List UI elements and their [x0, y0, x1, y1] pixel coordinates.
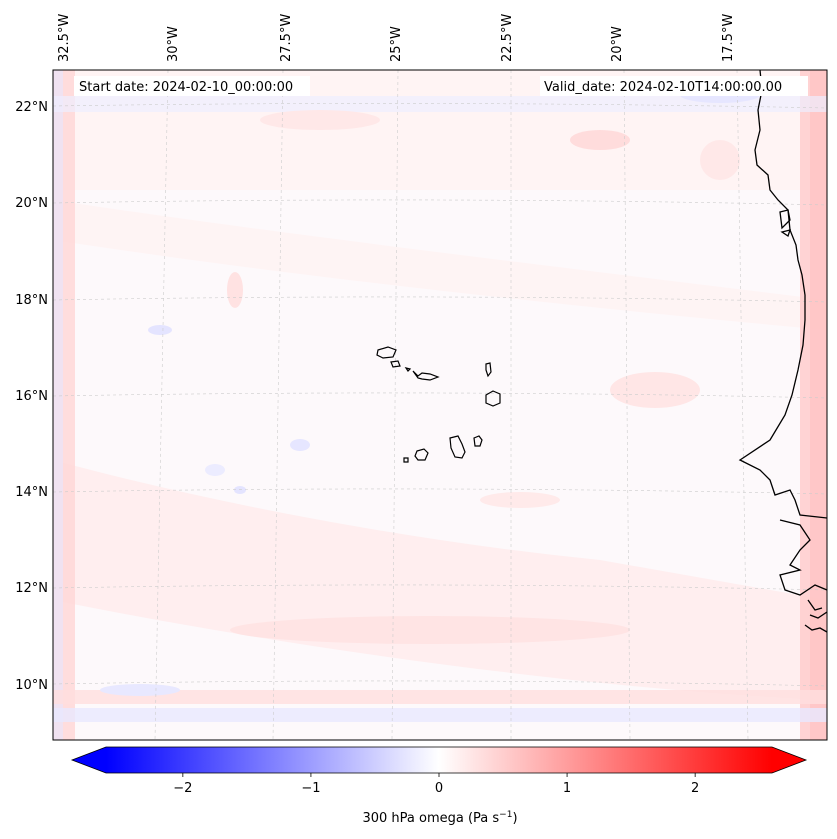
lat-tick-label: 16°N: [15, 389, 48, 404]
colorbar-label: 300 hPa omega (Pa s−1): [362, 810, 517, 826]
island-santa-luzia: [404, 367, 412, 372]
lon-tick-label: 22.5°W: [500, 14, 515, 62]
map-frame: [52, 69, 828, 741]
colorbar-ticks: −2 −1 0 1 2: [173, 773, 699, 796]
island-sao-vicente: [390, 360, 401, 368]
lat-tick-label: 14°N: [15, 485, 48, 500]
colorbar-min-arrow: [72, 747, 106, 773]
coastline: [738, 70, 827, 633]
valid-date-label: Valid_date: 2024-02-10T14:00:00.00: [544, 80, 782, 95]
island-maio: [473, 435, 483, 447]
lon-tick-label: 25°W: [389, 26, 404, 62]
colorbar-max-arrow: [772, 747, 806, 773]
colorbar-tick-label: 1: [563, 781, 571, 796]
island-boa-vista: [485, 390, 501, 407]
lat-tick-label: 10°N: [15, 678, 48, 693]
colorbar-body: [106, 747, 772, 773]
island-brava: [403, 457, 409, 463]
island-santo-antao: [376, 346, 397, 359]
annotations: Start date: 2024-02-10_00:00:00 Valid_da…: [74, 76, 808, 96]
lat-tick-labels: 22°N 20°N 18°N 16°N 14°N 12°N 10°N: [15, 100, 48, 693]
lat-tick-label: 18°N: [15, 293, 48, 308]
lat-tick-label: 12°N: [15, 581, 48, 596]
lon-tick-label: 20°W: [610, 26, 625, 62]
island-fogo: [414, 448, 429, 461]
colorbar-tick-label: 0: [435, 781, 443, 796]
lat-tick-label: 20°N: [15, 196, 48, 211]
island-santiago: [449, 435, 466, 459]
lat-tick-label: 22°N: [15, 100, 48, 115]
cape-verde-islands: [376, 346, 501, 463]
colorbar-outline: [70, 746, 808, 774]
omega-field: [53, 70, 827, 740]
island-sao-nicolau: [412, 370, 440, 381]
lon-tick-label: 17.5°W: [721, 14, 736, 62]
colorbar-tick-label: 2: [691, 781, 699, 796]
colorbar-tick-label: −1: [301, 781, 320, 796]
lon-tick-label: 27.5°W: [279, 14, 294, 62]
colorbar-tick-label: −2: [173, 781, 192, 796]
lon-tick-label: 32.5°W: [57, 14, 72, 62]
lon-tick-label: 30°W: [166, 26, 181, 62]
island-sal: [485, 362, 492, 378]
start-date-label: Start date: 2024-02-10_00:00:00: [79, 80, 293, 95]
lon-tick-labels: 32.5°W 30°W 27.5°W 25°W 22.5°W 20°W 17.5…: [57, 14, 736, 62]
graticule: [53, 70, 827, 740]
colorbar: −2 −1 0 1 2 300 hPa omega (Pa s−1): [70, 746, 808, 826]
